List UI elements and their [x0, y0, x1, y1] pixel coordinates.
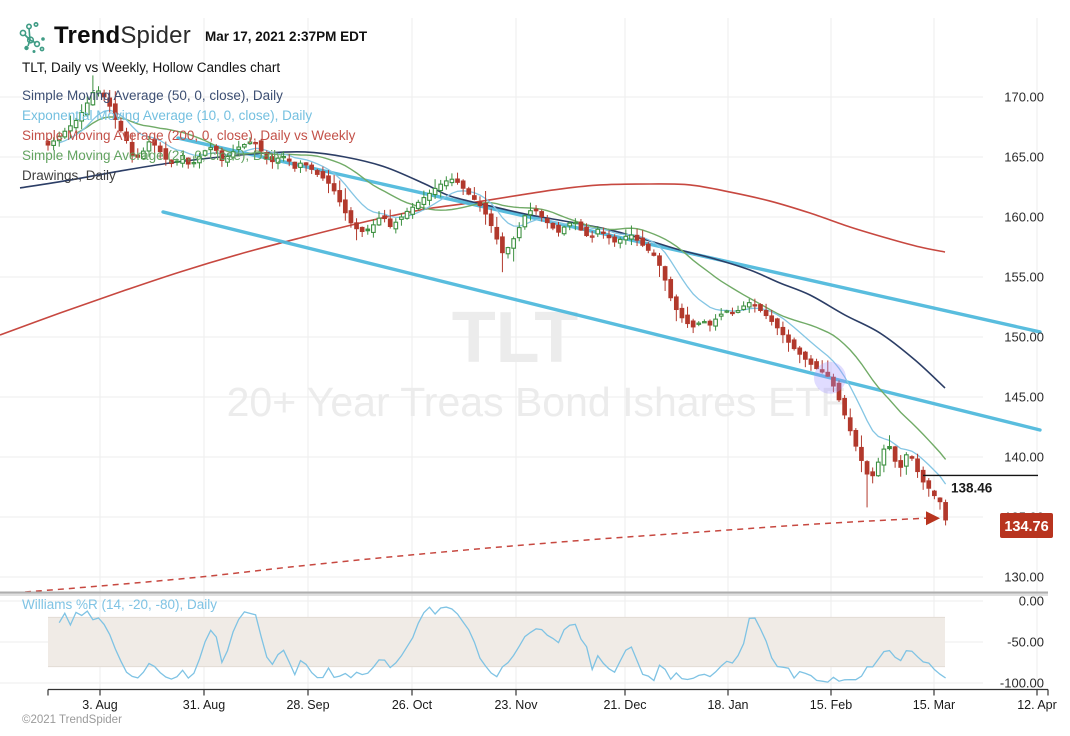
williams-r-label[interactable]: Williams %R (14, -20, -80), Daily — [22, 597, 218, 612]
legend-drawings[interactable]: Drawings, Daily — [22, 168, 116, 183]
drawings-layer[interactable]: 138.46 — [814, 361, 1038, 526]
chart-timestamp: Mar 17, 2021 2:37PM EDT — [205, 29, 368, 44]
price-axis-label: 170.00 — [1004, 90, 1044, 105]
price-axis-label: 150.00 — [1004, 330, 1044, 345]
williams-axis-label: 0.00 — [1019, 594, 1044, 609]
price-axis-label: 155.00 — [1004, 270, 1044, 285]
x-axis-label: 23. Nov — [494, 698, 538, 712]
williams-axis-label: -50.00 — [1007, 635, 1044, 650]
brand-wordmark: TrendSpider — [54, 22, 191, 50]
x-axis-label: 3. Aug — [82, 698, 117, 712]
sma200-weekly-line — [0, 183, 946, 336]
trendline-2 — [161, 210, 1042, 432]
axes: 3. Aug 31. Aug 28. Sep 26. Oct 23. Nov 21. De… — [47, 90, 1057, 712]
price-cross-arrow — [926, 511, 940, 526]
x-axis-label: 15. Feb — [810, 698, 852, 712]
x-axis-label: 15. Mar — [913, 698, 955, 712]
price-axis-label: 160.00 — [1004, 210, 1044, 225]
legend-ema10[interactable]: Exponential Moving Average (10, 0, close… — [22, 108, 313, 123]
price-axis-label: 145.00 — [1004, 390, 1044, 405]
candles-layer — [45, 75, 948, 526]
chart-title: TLT, Daily vs Weekly, Hollow Candles cha… — [22, 60, 281, 75]
last-price-value: 134.76 — [1004, 519, 1048, 535]
watermark: TLT 20+ Year Treas Bond Ishares ETF — [227, 298, 846, 425]
williams-band — [48, 616, 945, 668]
horizontal-line-price-label: 138.46 — [951, 480, 993, 495]
trendline-touch-highlight — [814, 361, 846, 394]
legend-sma21[interactable]: Simple Moving Average (21, 0, close), Da… — [22, 148, 283, 163]
x-axis-label: 18. Jan — [707, 698, 748, 712]
brand-spider: Spider — [120, 22, 191, 49]
sma200-daily-line — [24, 517, 927, 593]
price-axis-label: 140.00 — [1004, 450, 1044, 465]
legend-sma200[interactable]: Simple Moving Average (200, 0, close), D… — [22, 128, 356, 143]
brand-trend: Trend — [54, 22, 121, 49]
watermark-name: 20+ Year Treas Bond Ishares ETF — [227, 379, 846, 425]
indicator-legend: Simple Moving Average (50, 0, close), Da… — [22, 86, 355, 186]
x-axis-label: 21. Dec — [603, 698, 646, 712]
sma21-daily-line — [75, 116, 947, 460]
williams-r-line — [58, 606, 946, 683]
trendspider-logo-icon — [19, 21, 45, 53]
x-axis-label: 31. Aug — [183, 698, 225, 712]
copyright: ©2021 TrendSpider — [22, 714, 122, 726]
price-axis-label: 130.00 — [1004, 570, 1044, 585]
x-axis-label: 12. Apr — [1017, 698, 1057, 712]
williams-axis-label: -100.00 — [1000, 676, 1044, 691]
price-axis-label: 165.00 — [1004, 150, 1044, 165]
last-price-badge: 134.76 — [1000, 513, 1053, 538]
legend-sma50[interactable]: Simple Moving Average (50, 0, close), Da… — [22, 88, 283, 103]
panel-divider[interactable] — [0, 591, 1048, 596]
x-axis-label: 28. Sep — [286, 698, 329, 712]
x-axis-label: 26. Oct — [392, 698, 433, 712]
